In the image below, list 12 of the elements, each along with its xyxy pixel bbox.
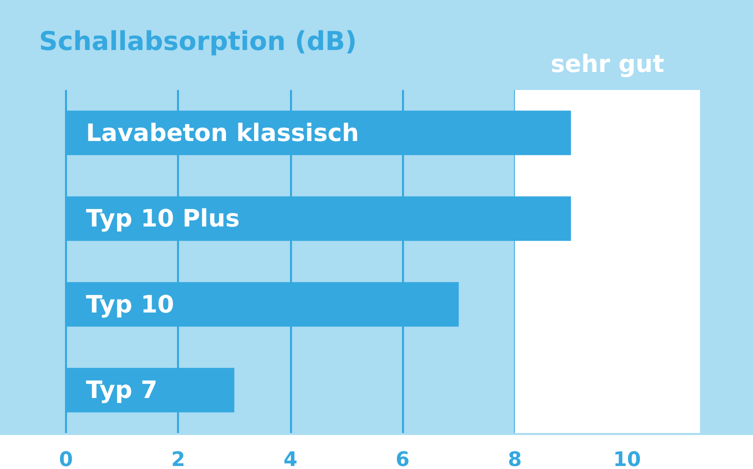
y-tick-label: Typ 10 Plus (86, 204, 240, 233)
x-tick-label: 2 (171, 447, 186, 469)
x-tick-label: 10 (613, 447, 641, 469)
y-tick-label: Typ 10 (86, 290, 174, 318)
y-tick-label: Lavabeton klassisch (86, 118, 359, 147)
chart-title: Schallabsorption (dB) (39, 27, 357, 57)
x-tick-label: 6 (396, 447, 410, 469)
x-tick-label: 8 (508, 447, 522, 469)
y-tick-label: Typ 7 (86, 376, 158, 404)
x-tick-label: 0 (59, 447, 73, 469)
x-tick-label: 4 (283, 447, 298, 469)
band-label: sehr gut (550, 50, 664, 78)
